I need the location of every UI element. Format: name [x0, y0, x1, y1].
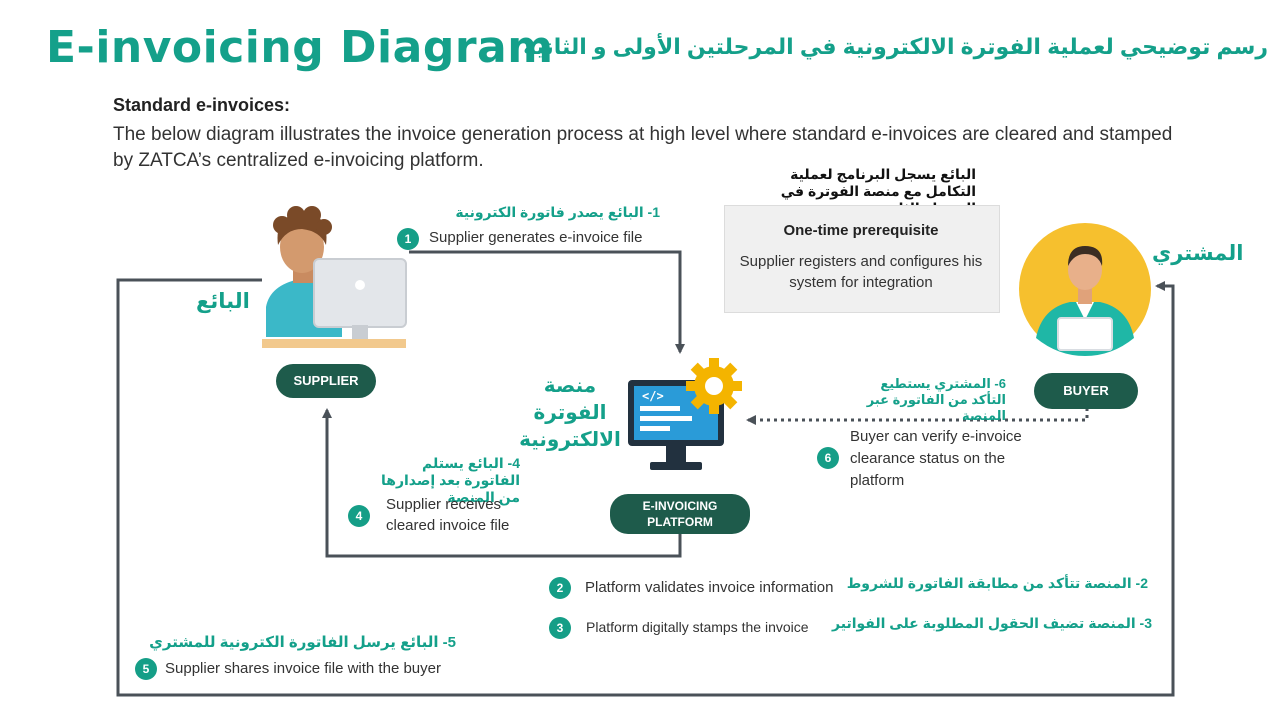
step-1-text: Supplier generates e-invoice file — [429, 229, 643, 246]
step-2-number: 2 — [549, 577, 571, 599]
arrow-step-1 — [409, 250, 685, 354]
page-title: E-invoicing Diagram — [46, 22, 554, 73]
arabic-page-title: رسم توضيحي لعملية الفوترة الالكترونية في… — [523, 34, 1268, 59]
buyer-illustration — [1019, 223, 1151, 356]
step-3-text: Platform digitally stamps the invoice — [586, 619, 809, 635]
arrow-step-6 — [746, 408, 1089, 425]
supplier-illustration — [262, 206, 407, 348]
step-4-text: Supplier receives cleared invoice file — [386, 496, 510, 534]
supplier-badge: SUPPLIER — [276, 364, 376, 398]
prerequisite-title: One-time prerequisite — [783, 222, 939, 239]
arrow-step-4 — [322, 408, 682, 558]
svg-text:</>: </> — [642, 389, 664, 403]
step-6-arabic: 6- المشتري يستطيع التأكد من الفاتورة عبر… — [866, 376, 1006, 423]
buyer-arabic-label: المشتري — [1152, 242, 1244, 265]
step-5-number: 5 — [135, 658, 157, 680]
prerequisite-box — [724, 205, 1000, 313]
step-2-text: Platform validates invoice information — [585, 579, 834, 596]
step-4-number: 4 — [348, 505, 370, 527]
platform-illustration: </> — [628, 358, 742, 470]
step-4-arabic: 4- البائع يستلم الفاتورة بعد إصدارها من … — [380, 455, 520, 505]
step-5-text: Supplier shares invoice file with the bu… — [165, 660, 441, 677]
arrow-step-5 — [116, 278, 1175, 697]
step-3-arabic: 3- المنصة تضيف الحقول المطلوبة على الفوا… — [832, 615, 1152, 631]
step-6-number: 6 — [817, 447, 839, 469]
prerequisite-body: Supplier registers and configures his sy… — [739, 253, 983, 291]
platform-badge: E-INVOICING PLATFORM — [610, 494, 750, 534]
step-6-text: Buyer can verify e-invoice clearance sta… — [850, 428, 1022, 489]
step-3-number: 3 — [549, 617, 571, 639]
step-1-number: 1 — [397, 228, 419, 250]
step-2-arabic: 2- المنصة تتأكد من مطابقة الفاتورة للشرو… — [846, 575, 1148, 591]
section-description: The below diagram illustrates the invoic… — [113, 124, 1173, 171]
step-5-arabic: 5- البائع يرسل الفاتورة الكترونية للمشتر… — [149, 634, 456, 651]
buyer-badge: BUYER — [1034, 373, 1138, 409]
section-heading: Standard e-invoices: — [113, 95, 291, 115]
step-1-arabic: 1- البائع يصدر فاتورة الكترونية — [455, 204, 660, 220]
platform-arabic-label: منصة الفوترة الالكترونية — [519, 375, 621, 451]
supplier-arabic-label: البائع — [196, 290, 250, 313]
